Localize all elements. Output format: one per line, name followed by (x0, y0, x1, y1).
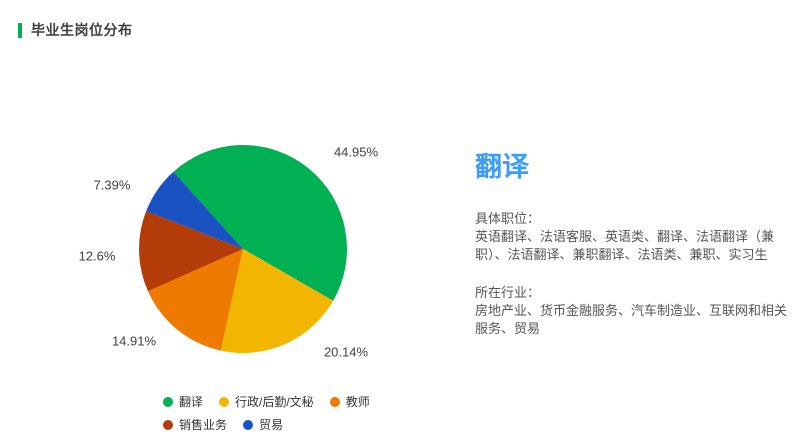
positions-section-body: 英语翻译、法语客服、英语类、翻译、法语翻译（兼职）、法语翻译、兼职翻译、法语类、… (475, 229, 775, 262)
pie-slice-2[interactable] (220, 249, 334, 353)
page-title: 毕业生岗位分布 (31, 22, 133, 38)
chart-legend: 翻译 行政/后勤/文秘 教师销售业务 贸易 (163, 395, 386, 441)
pie-label: 7.39% (94, 177, 131, 192)
pie-slice-1[interactable] (173, 145, 347, 301)
pie-slice-4[interactable] (139, 211, 243, 292)
legend-label: 销售业务 (179, 418, 228, 432)
industries-section-body: 房地产业、货币金融服务、汽车制造业、互联网和相关服务、贸易 (475, 303, 788, 336)
industries-section-title: 所在行业： (475, 285, 541, 300)
pie-label: 44.95% (334, 144, 379, 159)
legend-item-3[interactable]: 教师 (329, 395, 370, 409)
legend-item-5[interactable]: 贸易 (243, 418, 283, 432)
legend-label: 行政/后勤/文秘 (235, 395, 314, 409)
legend-label: 贸易 (259, 418, 284, 432)
legend-swatch (163, 397, 173, 407)
detail-panel: 翻译 具体职位： 英语翻译、法语客服、英语类、翻译、法语翻译（兼职）、法语翻译、… (475, 150, 787, 338)
detail-section-industries: 所在行业： 房地产业、货币金融服务、汽车制造业、互联网和相关服务、贸易 (475, 284, 787, 338)
positions-section-title: 具体职位： (475, 211, 541, 226)
legend-label: 翻译 (179, 395, 204, 409)
pie-slice-3[interactable] (147, 249, 243, 351)
pie-slice-5[interactable] (146, 171, 243, 249)
legend-swatch (163, 420, 173, 430)
legend-item-1[interactable]: 翻译 (163, 395, 203, 409)
pie-chart-canvas: 44.95% 20.14% 14.91% 12.6% 7.39% (79, 144, 379, 359)
pie-label: 12.6% (79, 248, 116, 263)
section-header: 毕业生岗位分布 (18, 20, 133, 40)
detail-heading: 翻译 (475, 152, 529, 182)
legend-item-2[interactable]: 行政/后勤/文秘 (219, 395, 314, 409)
detail-section-positions: 具体职位： 英语翻译、法语客服、英语类、翻译、法语翻译（兼职）、法语翻译、兼职翻… (475, 210, 787, 264)
legend-label: 教师 (345, 395, 370, 409)
legend-item-4[interactable]: 销售业务 (163, 418, 227, 432)
legend-row: 销售业务 贸易 (163, 418, 386, 432)
legend-swatch (329, 397, 340, 407)
legend-swatch (243, 420, 254, 430)
pie-chart: 44.95% 20.14% 14.91% 12.6% 7.39% (40, 130, 440, 375)
legend-swatch (219, 397, 230, 407)
pie-label: 20.14% (324, 344, 369, 359)
pie-label: 14.91% (112, 333, 157, 348)
title-accent-bar (18, 22, 22, 38)
legend-row: 翻译 行政/后勤/文秘 教师 (163, 395, 386, 409)
